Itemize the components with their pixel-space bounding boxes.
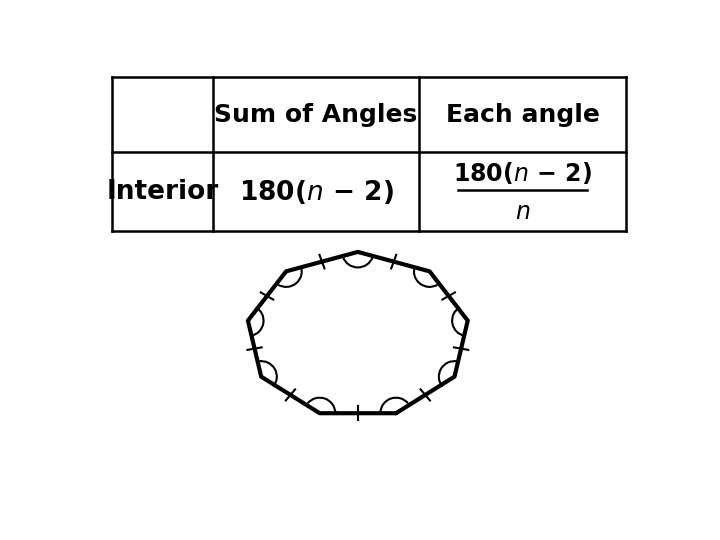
Text: Sum of Angles: Sum of Angles (215, 103, 418, 127)
Text: $\mathit{n}$: $\mathit{n}$ (515, 200, 530, 225)
Text: $\mathbf{180(}\mathit{n}\mathbf{\,-\,2)}$: $\mathbf{180(}\mathit{n}\mathbf{\,-\,2)}… (453, 160, 592, 186)
Text: $\mathbf{180(}\mathit{n}\mathbf{\,-\,2)}$: $\mathbf{180(}\mathit{n}\mathbf{\,-\,2)}… (238, 178, 393, 206)
Text: Each angle: Each angle (446, 103, 599, 127)
Text: Interior: Interior (107, 179, 219, 205)
